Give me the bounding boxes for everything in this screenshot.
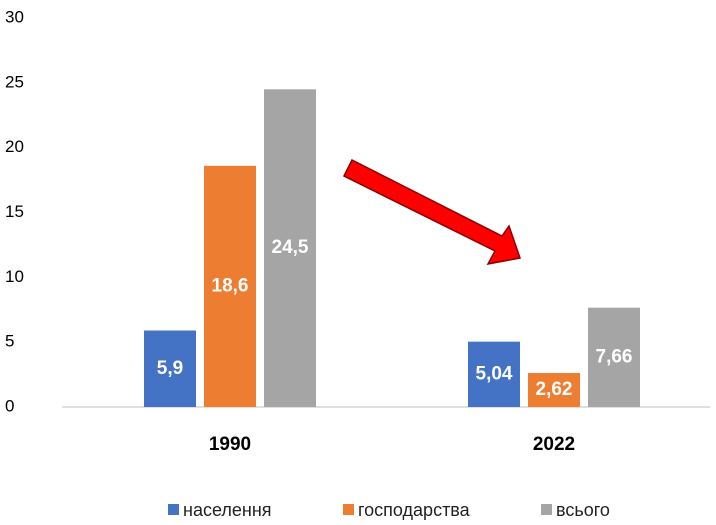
data-label: 5,04 <box>476 363 513 384</box>
legend-swatch <box>168 504 179 515</box>
legend-label: населення <box>183 500 272 520</box>
y-tick-label: 30 <box>5 7 24 26</box>
y-tick-label: 10 <box>5 267 24 286</box>
legend-swatch <box>541 504 552 515</box>
data-label: 2,62 <box>536 379 573 400</box>
x-tick-label: 2022 <box>533 434 575 455</box>
bar <box>264 89 316 408</box>
y-tick-label: 5 <box>5 332 14 351</box>
data-label: 7,66 <box>596 346 633 367</box>
y-tick-label: 20 <box>5 137 24 156</box>
legend-label: всього <box>556 500 610 520</box>
bar <box>528 373 580 407</box>
data-label: 18,6 <box>212 275 249 296</box>
legend-swatch <box>343 504 354 515</box>
y-tick-label: 25 <box>5 72 24 91</box>
y-tick-label: 15 <box>5 202 24 221</box>
bar <box>144 330 196 407</box>
data-label: 24,5 <box>272 237 309 258</box>
bar <box>588 307 640 407</box>
y-tick-label: 0 <box>5 396 14 415</box>
bar <box>204 165 256 407</box>
legend-label: господарства <box>358 500 471 520</box>
trend-arrow <box>342 158 521 266</box>
data-label: 5,9 <box>157 358 183 379</box>
bar <box>468 341 520 407</box>
x-tick-label: 1990 <box>209 434 251 455</box>
